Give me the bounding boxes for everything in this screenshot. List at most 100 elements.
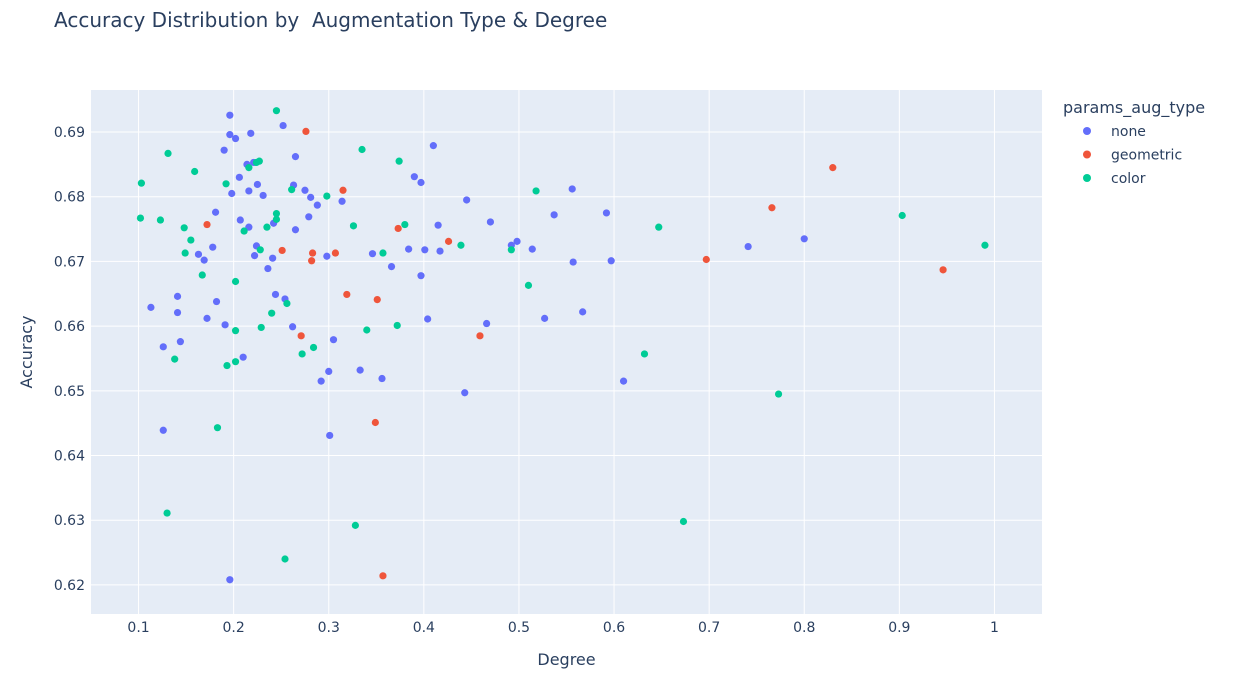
scatter-point[interactable] [457,241,465,249]
scatter-point[interactable] [272,107,281,115]
scatter-point[interactable] [679,517,688,526]
scatter-point[interactable] [203,220,211,229]
scatter-point[interactable] [541,314,549,322]
scatter-point[interactable] [461,389,469,397]
scatter-point[interactable] [198,271,206,279]
scatter-point[interactable] [301,186,309,194]
scatter-point[interactable] [257,323,265,332]
scatter-point[interactable] [147,303,155,311]
scatter-point[interactable] [226,111,234,119]
scatter-point[interactable] [532,187,540,195]
scatter-point[interactable] [326,431,334,440]
scatter-point[interactable] [212,297,221,306]
scatter-point[interactable] [302,127,310,136]
scatter-point[interactable] [171,355,179,363]
scatter-point[interactable] [309,343,318,352]
scatter-point[interactable] [211,208,220,216]
scatter-point[interactable] [313,201,321,209]
scatter-point[interactable] [395,157,403,165]
scatter-point[interactable] [800,235,808,243]
scatter-point[interactable] [602,209,611,217]
scatter-point[interactable] [338,197,346,205]
scatter-point[interactable] [194,250,203,258]
scatter-point[interactable] [424,315,432,323]
scatter-point[interactable] [245,164,253,172]
scatter-point[interactable] [173,292,182,300]
scatter-point[interactable] [339,186,347,194]
scatter-point[interactable] [259,191,267,200]
scatter-point[interactable] [298,350,306,358]
scatter-point[interactable] [568,185,576,193]
scatter-point[interactable] [173,308,182,317]
scatter-point[interactable] [281,555,289,563]
scatter-point[interactable] [702,255,710,264]
scatter-point[interactable] [507,246,515,254]
scatter-point[interactable] [607,257,615,265]
scatter-point[interactable] [363,326,371,334]
scatter-point[interactable] [393,321,401,330]
scatter-point[interactable] [486,218,495,226]
scatter-point[interactable] [417,178,425,187]
scatter-point[interactable] [223,361,231,370]
scatter-point[interactable] [401,220,409,229]
plot-area[interactable] [91,90,1042,614]
scatter-point[interactable] [371,418,379,427]
scatter-point[interactable] [898,211,906,220]
scatter-point[interactable] [231,327,240,335]
scatter-point[interactable] [255,157,263,165]
scatter-point[interactable] [250,252,259,260]
scatter-point[interactable] [263,223,271,231]
scatter-point[interactable] [187,236,195,244]
scatter-point[interactable] [829,164,837,172]
legend-label[interactable]: geometric [1111,148,1182,164]
scatter-point[interactable] [981,241,989,249]
scatter-point[interactable] [289,323,297,331]
scatter-point[interactable] [236,216,244,224]
scatter-point[interactable] [231,277,240,286]
scatter-point[interactable] [159,426,167,434]
scatter-point[interactable] [222,180,230,188]
scatter-point[interactable] [272,209,281,218]
scatter-point[interactable] [268,309,276,317]
scatter-point[interactable] [256,246,264,254]
scatter-point[interactable] [137,179,146,187]
scatter-point[interactable] [513,237,521,245]
scatter-point[interactable] [245,187,253,195]
legend-label[interactable]: color [1111,171,1146,187]
legend-marker[interactable] [1083,150,1091,159]
scatter-point[interactable] [528,245,536,253]
scatter-point[interactable] [226,131,234,139]
scatter-point[interactable] [331,249,340,257]
legend-label[interactable]: none [1111,124,1146,140]
scatter-point[interactable] [774,390,783,398]
scatter-point[interactable] [640,350,649,358]
scatter-point[interactable] [200,256,208,264]
scatter-point[interactable] [278,246,286,255]
scatter-point[interactable] [180,224,188,232]
scatter-point[interactable] [476,332,484,340]
scatter-point[interactable] [264,264,272,273]
scatter-point[interactable] [939,266,947,274]
scatter-point[interactable] [191,167,199,176]
scatter-point[interactable] [768,204,776,212]
scatter-point[interactable] [417,272,425,280]
scatter-point[interactable] [235,173,243,181]
scatter-point[interactable] [297,332,305,340]
scatter-point[interactable] [164,149,172,157]
scatter-point[interactable] [351,521,359,529]
scatter-point[interactable] [221,321,229,329]
scatter-point[interactable] [356,366,364,374]
scatter-point[interactable] [436,247,444,255]
scatter-point[interactable] [239,353,247,361]
scatter-point[interactable] [429,142,437,150]
scatter-point[interactable] [569,258,577,266]
scatter-point[interactable] [579,308,587,316]
scatter-point[interactable] [325,367,333,376]
scatter-point[interactable] [410,173,418,181]
scatter-point[interactable] [343,290,351,299]
scatter-point[interactable] [323,252,331,260]
scatter-point[interactable] [213,424,222,432]
scatter-point[interactable] [619,377,628,385]
scatter-point[interactable] [231,134,240,143]
scatter-point[interactable] [358,145,366,154]
